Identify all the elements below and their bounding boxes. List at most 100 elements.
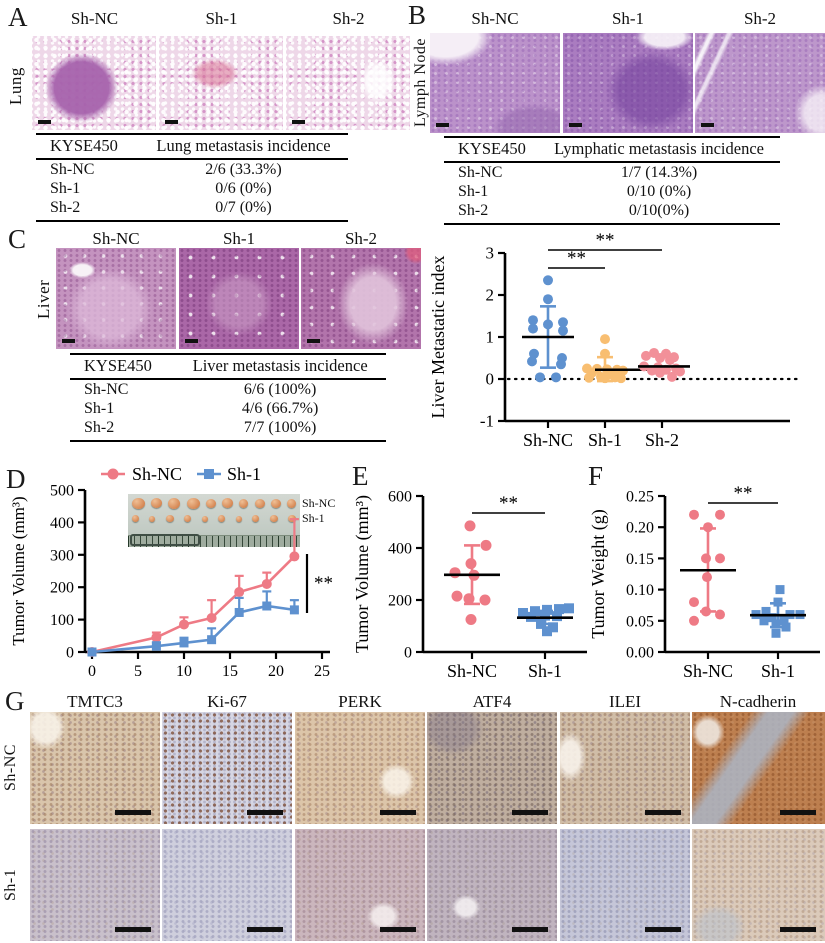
scale-bar (62, 339, 75, 343)
organ-label-lung: Lung (6, 67, 25, 105)
svg-text:500: 500 (50, 483, 74, 500)
liver-metastasis-table: KYSE450 Liver metastasis incidence Sh-NC 6/… (70, 353, 386, 442)
table-row: Sh-NC 6/6 (100%) (70, 380, 386, 399)
svg-text:0.05: 0.05 (626, 613, 654, 630)
scale-bar (115, 927, 151, 932)
lung-image-sh-1 (159, 36, 283, 130)
panel-letter-c: C (8, 224, 27, 254)
svg-text:Sh-1: Sh-1 (528, 661, 562, 681)
table-row: Sh-1 0/6 (0%) (36, 179, 348, 198)
svg-text:3: 3 (486, 244, 495, 263)
ihc-image-sh-nc-tmtc3 (30, 712, 160, 824)
svg-text:100: 100 (50, 612, 74, 629)
ihc-image-sh-nc-atf4 (427, 712, 557, 824)
table-col1-header: KYSE450 (84, 356, 152, 375)
svg-text:0: 0 (66, 645, 74, 662)
tumor-row-sh-nc (132, 497, 296, 509)
panel-letter-g: G (5, 686, 25, 716)
svg-text:**: ** (596, 230, 615, 251)
svg-text:1: 1 (486, 328, 495, 347)
scale-bar (307, 339, 320, 343)
organ-label-lymph-node: Lymph Node (412, 38, 429, 128)
scale-bar (38, 120, 51, 124)
svg-text:5: 5 (134, 663, 142, 680)
ihc-header-ki67: Ki-67 (207, 692, 247, 711)
inset-label-sh-1: Sh-1 (302, 511, 325, 525)
ihc-header-ilei: ILEI (608, 692, 642, 711)
column-header-sh-nc: Sh-NC (471, 9, 519, 28)
table-cell-value: 0/10(0%) (628, 202, 690, 219)
column-header-sh-2: Sh-2 (344, 229, 378, 248)
scale-bar (247, 927, 283, 932)
tumor-row-sh-1 (132, 514, 296, 523)
lymph-node-image-sh-nc (430, 33, 560, 133)
table-col2-header: Lymphatic metastasis incidence (554, 139, 764, 158)
ihc-image-sh-1-ki67 (162, 829, 292, 941)
svg-text:Sh-1: Sh-1 (227, 464, 261, 484)
svg-text:2: 2 (486, 286, 495, 305)
table-cell-group: Sh-2 (50, 199, 81, 216)
table-cell-value: 7/7 (100%) (243, 419, 317, 436)
row-label-sh-1: Sh-1 (2, 868, 19, 902)
ruler-edge (130, 534, 200, 546)
svg-text:10: 10 (176, 663, 192, 680)
column-header-sh-2: Sh-2 (743, 9, 777, 28)
liver-metastatic-index-chart: 3 2 1 0 -1 Sh-NC Sh-1 Sh-2 ** ** Liver Metastatic … (428, 230, 802, 450)
ihc-image-sh-nc-perk (295, 712, 425, 824)
svg-text:**: ** (499, 493, 518, 514)
table-cell-value: 0/10 (0%) (626, 183, 692, 200)
svg-text:0.20: 0.20 (626, 520, 654, 537)
svg-text:0.15: 0.15 (626, 551, 654, 568)
tumor-photo-inset (128, 494, 300, 547)
column-header-sh-2: Sh-2 (332, 9, 365, 28)
table-row: Sh-2 7/7 (100%) (70, 418, 386, 437)
svg-text:**: ** (314, 573, 333, 594)
scale-bar (645, 927, 681, 932)
table-cell-group: Sh-NC (458, 164, 503, 181)
svg-text:20: 20 (268, 663, 284, 680)
table-cell-group: Sh-NC (84, 381, 129, 398)
scale-bar (701, 123, 714, 127)
lung-metastasis-table: KYSE450 Lung metastasis incidence Sh-NC 2/6… (36, 133, 348, 222)
table-cell-value: 1/7 (14.3%) (620, 164, 698, 181)
svg-text:0: 0 (404, 645, 412, 662)
svg-text:400: 400 (50, 515, 74, 532)
panel-letter-b: B (408, 0, 427, 30)
lung-image-sh-2 (286, 36, 410, 130)
ihc-header-tmtc3: TMTC3 (67, 692, 123, 711)
scale-bar (247, 810, 283, 815)
svg-text:0.10: 0.10 (626, 582, 654, 599)
ihc-image-sh-1-n-cadherin (692, 829, 825, 941)
table-row: Sh-NC 1/7 (14.3%) (444, 163, 780, 182)
table-cell-value: 4/6 (66.7%) (241, 400, 319, 417)
table-header-row: KYSE450 Lymphatic metastasis incidence (444, 138, 780, 163)
table-row: Sh-1 4/6 (66.7%) (70, 399, 386, 418)
scale-bar (569, 123, 582, 127)
svg-text:**: ** (734, 483, 753, 504)
table-row: Sh-2 0/10(0%) (444, 201, 780, 220)
table-row: Sh-1 0/10 (0%) (444, 182, 780, 201)
table-cell-value: 0/6 (0%) (215, 180, 272, 197)
ihc-image-sh-1-tmtc3 (30, 829, 160, 941)
scale-bar (380, 927, 416, 932)
ihc-image-sh-nc-ki67 (162, 712, 292, 824)
ihc-image-sh-1-ilei (560, 829, 690, 941)
svg-text:Sh-NC: Sh-NC (523, 430, 573, 450)
svg-text:200: 200 (388, 593, 412, 610)
column-header-sh-1: Sh-1 (611, 9, 645, 28)
table-cell-group: Sh-2 (84, 419, 115, 436)
column-header-sh-1: Sh-1 (205, 9, 238, 28)
scale-bar (512, 927, 548, 932)
table-cell-group: Sh-1 (458, 183, 489, 200)
liver-image-sh-nc (56, 248, 176, 349)
svg-text:-1: -1 (480, 412, 494, 431)
svg-text:0.25: 0.25 (626, 489, 654, 506)
ihc-header-atf4: ATF4 (472, 692, 512, 711)
svg-text:25: 25 (314, 663, 330, 680)
scale-bar (512, 810, 548, 815)
scale-bar (115, 810, 151, 815)
svg-text:300: 300 (50, 547, 74, 564)
panel-letter-d: D (6, 464, 26, 494)
svg-text:0: 0 (486, 370, 495, 389)
scale-bar (292, 120, 305, 124)
